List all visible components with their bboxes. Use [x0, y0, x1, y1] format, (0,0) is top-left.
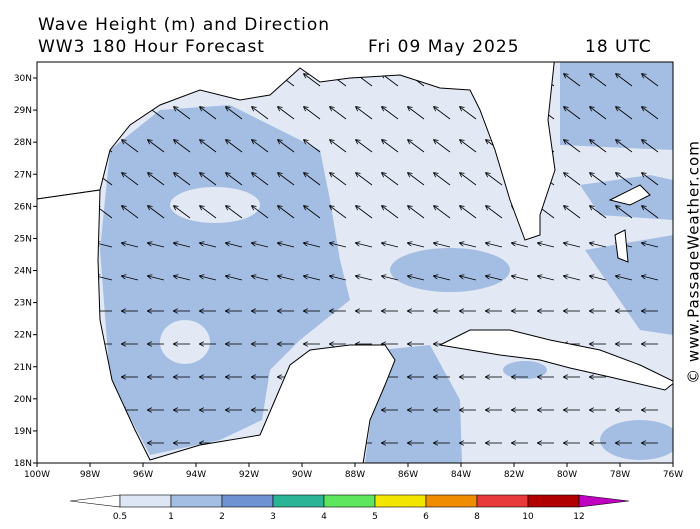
x-tick-label: 92W [239, 470, 259, 480]
colorbar-segment [426, 495, 477, 507]
y-tick-label: 30N [14, 74, 32, 84]
x-tick-label: 96W [133, 470, 153, 480]
colorbar-label: 6 [423, 512, 429, 522]
colorbar-low [70, 495, 120, 507]
x-tick-label: 100W [24, 470, 50, 480]
x-tick-label: 82W [504, 470, 524, 480]
y-tick-label: 19N [14, 427, 32, 437]
y-tick-label: 23N [14, 299, 32, 309]
x-tick-label: 90W [292, 470, 312, 480]
colorbar-segment [375, 495, 426, 507]
y-tick-label: 18N [14, 459, 32, 469]
date: Fri 09 May 2025 [368, 37, 520, 57]
colorbar-segment [171, 495, 222, 507]
x-tick-label: 94W [186, 470, 206, 480]
x-tick-label: 80W [557, 470, 577, 480]
y-tick-label: 22N [14, 331, 32, 341]
y-tick-label: 27N [14, 170, 32, 180]
colorbar-segment [273, 495, 324, 507]
colorbar-segment [324, 495, 375, 507]
colorbar-label: 10 [522, 512, 534, 522]
y-tick-label: 24N [14, 267, 32, 277]
colorbar-label: 12 [573, 512, 584, 522]
colorbar-high [579, 495, 629, 507]
colorbar-label: 2 [219, 512, 225, 522]
colorbar-segment [120, 495, 171, 507]
x-tick-label: 86W [398, 470, 418, 480]
colorbar-segment [477, 495, 528, 507]
x-tick-label: 98W [80, 470, 100, 480]
y-tick-label: 26N [14, 202, 32, 212]
x-tick-label: 78W [610, 470, 630, 480]
x-tick-label: 84W [451, 470, 471, 480]
y-tick-label: 20N [14, 395, 32, 405]
colorbar-segment [528, 495, 579, 507]
y-tick-label: 21N [14, 363, 32, 373]
colorbar-label: 5 [372, 512, 378, 522]
x-tick-label: 76W [663, 470, 683, 480]
title: Wave Height (m) and Direction [38, 15, 330, 35]
watermark: © www.PassageWeather.com [685, 140, 700, 384]
subtitle: WW3 180 Hour Forecast [38, 37, 265, 57]
colorbar-segment [222, 495, 273, 507]
x-tick-label: 88W [345, 470, 365, 480]
colorbar-label: 8 [474, 512, 480, 522]
colorbar-label: 4 [321, 512, 327, 522]
map [30, 55, 680, 470]
colorbar-label: 0.5 [113, 512, 127, 522]
colorbar-label: 3 [270, 512, 276, 522]
y-tick-label: 28N [14, 138, 32, 148]
y-tick-label: 25N [14, 234, 32, 244]
y-tick-label: 29N [14, 106, 32, 116]
time: 18 UTC [585, 37, 652, 57]
colorbar-label: 1 [168, 512, 174, 522]
